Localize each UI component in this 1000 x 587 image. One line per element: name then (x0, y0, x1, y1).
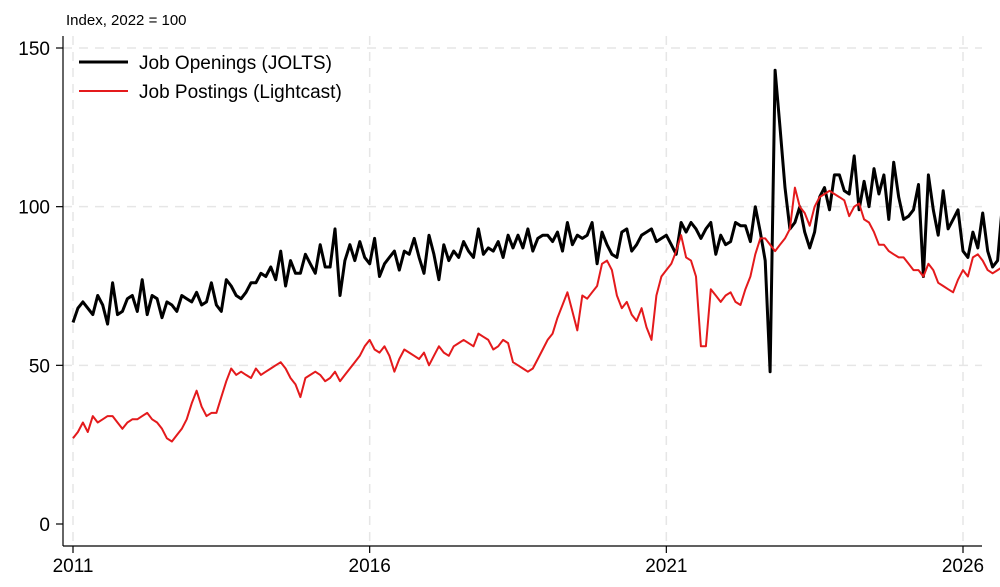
x-tick-label: 2011 (53, 556, 94, 577)
x-tick-label: 2016 (349, 556, 391, 577)
series-line-job-openings (71, 68, 1000, 374)
y-axis-unit-label: Index, 2022 = 100 (66, 12, 187, 29)
legend: Job Openings (JOLTS) Job Postings (Light… (79, 53, 342, 103)
series-layer (71, 68, 1000, 443)
y-tick-label: 150 (18, 39, 50, 60)
x-tick-label: 2021 (645, 556, 687, 577)
x-axis-ticks: 2011 2016 2021 2026 (53, 546, 984, 577)
legend-label-job-postings: Job Postings (Lightcast) (139, 82, 342, 103)
series-line-job-postings (72, 186, 1000, 443)
y-tick-label: 0 (39, 515, 50, 536)
legend-label-job-openings: Job Openings (JOLTS) (139, 53, 332, 74)
x-tick-label: 2026 (942, 556, 984, 577)
y-tick-label: 50 (29, 356, 50, 377)
x-gridlines (72, 36, 964, 546)
y-axis-ticks: 0 50 100 150 (18, 39, 63, 536)
y-tick-label: 100 (18, 198, 50, 219)
